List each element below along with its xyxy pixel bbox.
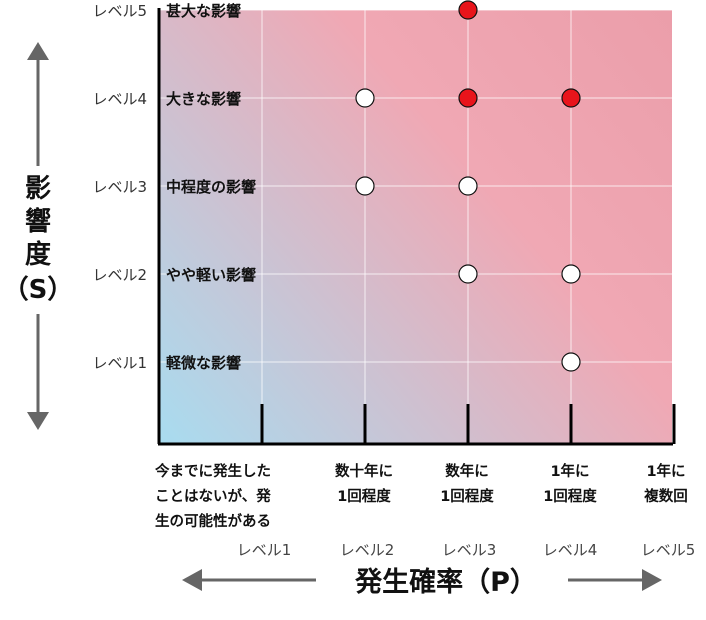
data-point [561, 88, 581, 108]
y-impact-label: 軽微な影響 [166, 354, 241, 372]
gridlines [159, 9, 675, 444]
data-points [355, 0, 581, 372]
data-point [458, 0, 478, 20]
x-category-label: 1回程度 [543, 487, 597, 505]
axes [157, 8, 676, 446]
x-category-label: 複数回 [643, 487, 688, 505]
x-category-label: 1回程度 [337, 487, 391, 505]
x-category-label: 今までに発生した [154, 462, 271, 480]
x-category-label: 1回程度 [440, 487, 494, 505]
x-level-label: レベル4 [543, 541, 598, 559]
y-level-label: レベル5 [92, 2, 147, 20]
y-level-label: レベル2 [92, 266, 147, 284]
plot-area-background [159, 10, 672, 444]
y-axis-title-line: 影 [25, 174, 51, 204]
data-point [458, 176, 478, 196]
x-level-label: レベル5 [641, 541, 696, 559]
y-axis-title-arrow: 影 響 度 （S） [3, 42, 74, 430]
x-level-label: レベル2 [340, 541, 395, 559]
y-level-label: レベル3 [92, 178, 147, 196]
x-axis-title: 発生確率（P） [354, 566, 537, 598]
y-impact-label: 甚大な影響 [166, 2, 241, 20]
x-category-label: 数十年に [335, 462, 393, 480]
data-point [561, 264, 581, 284]
x-category-label: 生の可能性がある [155, 512, 271, 530]
data-point [458, 264, 478, 284]
data-point [458, 88, 478, 108]
x-category-label: 1年に [646, 462, 685, 480]
y-axis-title-line: （S） [3, 275, 74, 305]
x-axis-title-arrow: 発生確率（P） [182, 566, 662, 598]
x-category-label: ことはないが、発 [155, 487, 271, 505]
data-point [355, 176, 375, 196]
data-point [355, 88, 375, 108]
y-impact-label: 大きな影響 [166, 90, 241, 108]
x-level-label: レベル3 [442, 541, 497, 559]
x-level-label: レベル1 [237, 541, 292, 559]
y-axis-title-line: 度 [25, 239, 51, 270]
y-arrow-down [27, 314, 49, 430]
y-impact-label: 中程度の影響 [166, 178, 256, 196]
y-axis-title-line: 響 [25, 206, 51, 237]
x-category-label: 数年に [445, 462, 489, 480]
x-category-label: 1年に [550, 462, 589, 480]
y-level-label: レベル4 [92, 90, 147, 108]
y-level-label: レベル1 [92, 354, 147, 372]
y-impact-label: やや軽い影響 [166, 266, 256, 284]
y-arrow-up [27, 42, 49, 166]
data-point [561, 352, 581, 372]
x-arrow-right [568, 569, 662, 591]
x-arrow-left [182, 569, 316, 591]
